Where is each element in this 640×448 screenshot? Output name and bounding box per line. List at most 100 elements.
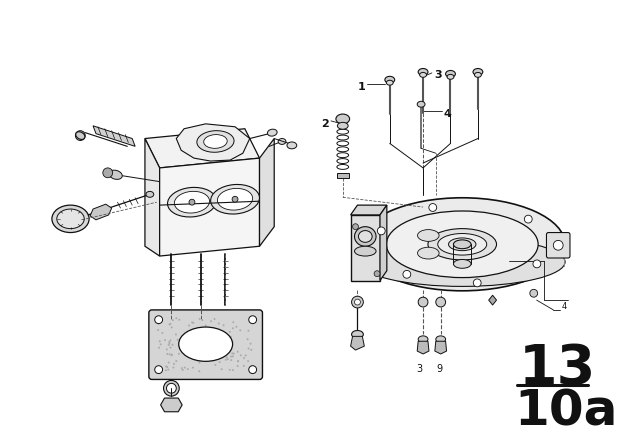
Ellipse shape — [174, 191, 209, 213]
Ellipse shape — [420, 73, 426, 78]
Ellipse shape — [360, 237, 565, 286]
Ellipse shape — [417, 247, 439, 259]
Circle shape — [189, 199, 195, 205]
Polygon shape — [145, 138, 159, 256]
Circle shape — [200, 327, 202, 330]
Circle shape — [198, 350, 200, 353]
Ellipse shape — [211, 185, 259, 214]
Circle shape — [248, 348, 250, 349]
Ellipse shape — [268, 129, 277, 136]
Polygon shape — [351, 336, 364, 350]
Circle shape — [200, 337, 202, 339]
Circle shape — [355, 299, 360, 305]
Circle shape — [230, 359, 232, 361]
Circle shape — [207, 334, 209, 336]
Circle shape — [166, 383, 176, 393]
Circle shape — [171, 327, 173, 328]
Circle shape — [202, 319, 204, 321]
Circle shape — [232, 321, 234, 323]
Circle shape — [188, 345, 190, 347]
Text: 10a: 10a — [514, 387, 618, 435]
Circle shape — [554, 241, 563, 250]
Circle shape — [167, 369, 169, 370]
Polygon shape — [145, 129, 260, 168]
Circle shape — [188, 324, 190, 327]
Circle shape — [533, 260, 541, 268]
Ellipse shape — [76, 132, 85, 139]
Circle shape — [249, 366, 257, 374]
Circle shape — [103, 168, 113, 178]
Circle shape — [175, 317, 177, 319]
Circle shape — [436, 297, 445, 307]
Circle shape — [374, 271, 380, 276]
Text: 13: 13 — [519, 342, 596, 396]
Circle shape — [157, 323, 159, 325]
Ellipse shape — [278, 138, 286, 144]
Circle shape — [164, 339, 166, 341]
Circle shape — [233, 353, 235, 354]
Polygon shape — [351, 205, 387, 215]
FancyBboxPatch shape — [547, 233, 570, 258]
Circle shape — [227, 358, 229, 360]
Circle shape — [226, 357, 228, 358]
Circle shape — [198, 318, 201, 320]
Ellipse shape — [417, 101, 425, 107]
Circle shape — [250, 349, 252, 351]
Circle shape — [232, 355, 234, 358]
Circle shape — [184, 353, 186, 354]
Circle shape — [159, 340, 161, 342]
Circle shape — [212, 336, 214, 337]
Circle shape — [192, 322, 195, 324]
Circle shape — [230, 336, 232, 338]
Circle shape — [166, 349, 168, 350]
Circle shape — [214, 318, 216, 320]
Circle shape — [210, 337, 212, 339]
Ellipse shape — [336, 114, 349, 124]
Circle shape — [210, 320, 212, 322]
Circle shape — [237, 360, 239, 362]
Circle shape — [168, 353, 171, 355]
Ellipse shape — [360, 198, 565, 291]
Circle shape — [232, 196, 238, 202]
Circle shape — [192, 366, 194, 369]
Polygon shape — [489, 295, 497, 305]
FancyBboxPatch shape — [149, 310, 262, 379]
Ellipse shape — [418, 336, 428, 343]
Circle shape — [232, 340, 234, 342]
Ellipse shape — [428, 228, 497, 260]
Circle shape — [403, 271, 411, 278]
Circle shape — [231, 353, 233, 354]
Circle shape — [186, 348, 188, 350]
Circle shape — [351, 296, 364, 308]
Circle shape — [182, 369, 184, 371]
Ellipse shape — [385, 76, 395, 83]
Circle shape — [225, 359, 227, 361]
Circle shape — [218, 323, 220, 324]
Circle shape — [184, 345, 186, 346]
Polygon shape — [435, 341, 447, 354]
Circle shape — [155, 366, 163, 374]
Ellipse shape — [197, 131, 234, 152]
Ellipse shape — [204, 134, 227, 148]
Polygon shape — [159, 158, 260, 256]
Circle shape — [429, 203, 436, 211]
Ellipse shape — [447, 74, 454, 79]
Circle shape — [524, 215, 532, 223]
Circle shape — [191, 322, 193, 323]
Circle shape — [164, 380, 179, 396]
Circle shape — [170, 339, 172, 341]
Circle shape — [219, 361, 221, 363]
Circle shape — [221, 339, 223, 340]
Ellipse shape — [355, 246, 376, 256]
Circle shape — [224, 334, 227, 336]
Circle shape — [243, 357, 245, 359]
Circle shape — [202, 331, 204, 333]
Circle shape — [244, 354, 246, 357]
Polygon shape — [417, 341, 429, 354]
Circle shape — [202, 359, 204, 361]
Text: 1: 1 — [358, 82, 365, 92]
Circle shape — [237, 351, 239, 353]
Circle shape — [211, 358, 213, 360]
Circle shape — [165, 369, 167, 371]
Ellipse shape — [445, 70, 456, 78]
